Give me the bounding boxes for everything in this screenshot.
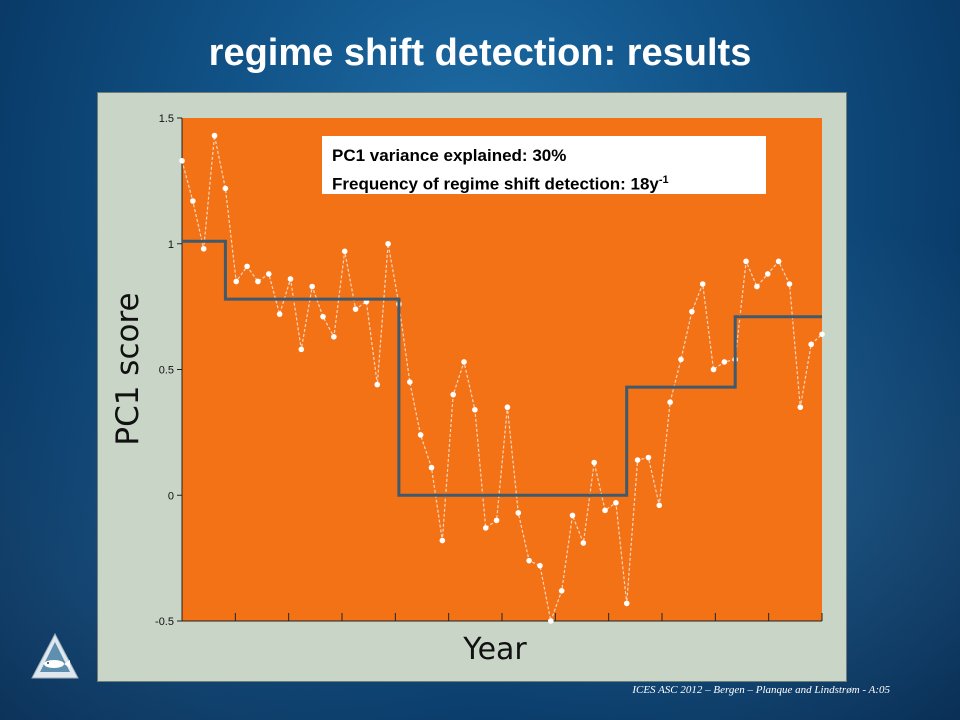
detection-frequency-label: Frequency of regime shift detection: 18y xyxy=(332,174,659,194)
info-box: PC1 variance explained: 30% Frequency of… xyxy=(322,136,766,194)
pc1-chart: -0.5 0 0.5 1 1.5 PC1 score Year xyxy=(110,113,825,667)
data-point xyxy=(613,499,619,506)
data-point xyxy=(764,271,771,277)
data-point xyxy=(406,379,413,385)
y-axis-label: PC1 score xyxy=(110,292,146,445)
data-point xyxy=(200,245,207,252)
data-point xyxy=(819,331,825,338)
data-point xyxy=(472,406,478,413)
data-point xyxy=(699,281,706,287)
data-point xyxy=(537,562,543,569)
data-point xyxy=(331,334,337,340)
y-tick-label: 0.5 xyxy=(159,365,174,377)
data-point xyxy=(179,157,185,164)
data-point xyxy=(591,459,598,466)
x-axis-ticks xyxy=(181,118,823,622)
data-point xyxy=(298,346,305,353)
data-point xyxy=(190,198,196,204)
y-tick-label: -0.5 xyxy=(155,616,174,628)
data-point xyxy=(526,557,532,564)
data-point xyxy=(244,263,250,270)
data-point xyxy=(797,404,804,411)
data-point xyxy=(504,404,511,411)
data-point xyxy=(786,281,793,287)
ices-fish-logo-icon xyxy=(31,632,79,679)
data-point xyxy=(754,283,760,290)
data-point xyxy=(689,308,695,315)
data-point xyxy=(580,540,587,546)
data-point xyxy=(341,248,348,255)
data-point xyxy=(678,356,684,363)
data-point xyxy=(211,132,218,139)
chart-panel: -0.5 0 0.5 1 1.5 PC1 score Year PC1 variance… xyxy=(97,92,847,682)
slide-title: regime shift detection: results xyxy=(208,32,752,74)
data-point xyxy=(515,510,522,516)
data-point xyxy=(808,341,814,348)
data-point xyxy=(645,454,652,461)
data-point xyxy=(428,464,435,471)
data-point xyxy=(743,258,749,265)
data-point xyxy=(667,399,673,405)
regime-mean-series xyxy=(182,239,822,497)
y-tick-label: 0 xyxy=(168,490,174,502)
y-axis-ticks: -0.5 0 0.5 1 1.5 xyxy=(155,113,182,628)
data-point xyxy=(493,517,500,524)
data-point xyxy=(634,457,641,463)
data-point xyxy=(287,276,294,282)
data-point xyxy=(439,537,446,544)
x-axis-label: Year xyxy=(462,632,527,667)
y-tick-label: 1 xyxy=(168,239,174,251)
data-point xyxy=(548,618,554,624)
variance-explained-text: PC1 variance explained: 30% xyxy=(332,146,567,165)
detection-frequency-exponent: -1 xyxy=(658,174,669,186)
data-point xyxy=(569,512,576,519)
data-point xyxy=(710,366,717,373)
data-point xyxy=(602,507,608,514)
data-point xyxy=(352,306,359,312)
data-point xyxy=(276,311,283,317)
data-point xyxy=(775,258,782,265)
data-point xyxy=(482,525,489,531)
data-point xyxy=(309,283,315,290)
data-point xyxy=(721,359,728,365)
footer-citation: ICES ASC 2012 – Bergen – Planque and Lin… xyxy=(632,684,890,696)
data-point xyxy=(623,600,630,607)
data-point xyxy=(385,240,391,247)
data-point xyxy=(374,381,381,388)
data-point xyxy=(450,391,456,398)
data-point xyxy=(461,359,467,365)
data-point xyxy=(222,185,229,192)
y-tick-label: 1.5 xyxy=(159,113,174,125)
data-point xyxy=(233,278,240,285)
regime-step-line xyxy=(182,239,822,497)
detection-frequency-text: Frequency of regime shift detection: 18y… xyxy=(332,168,756,197)
data-point xyxy=(255,278,261,285)
data-point xyxy=(265,271,272,277)
data-point xyxy=(320,313,326,320)
data-point xyxy=(558,588,565,594)
data-point xyxy=(417,432,424,438)
data-point xyxy=(656,502,663,509)
